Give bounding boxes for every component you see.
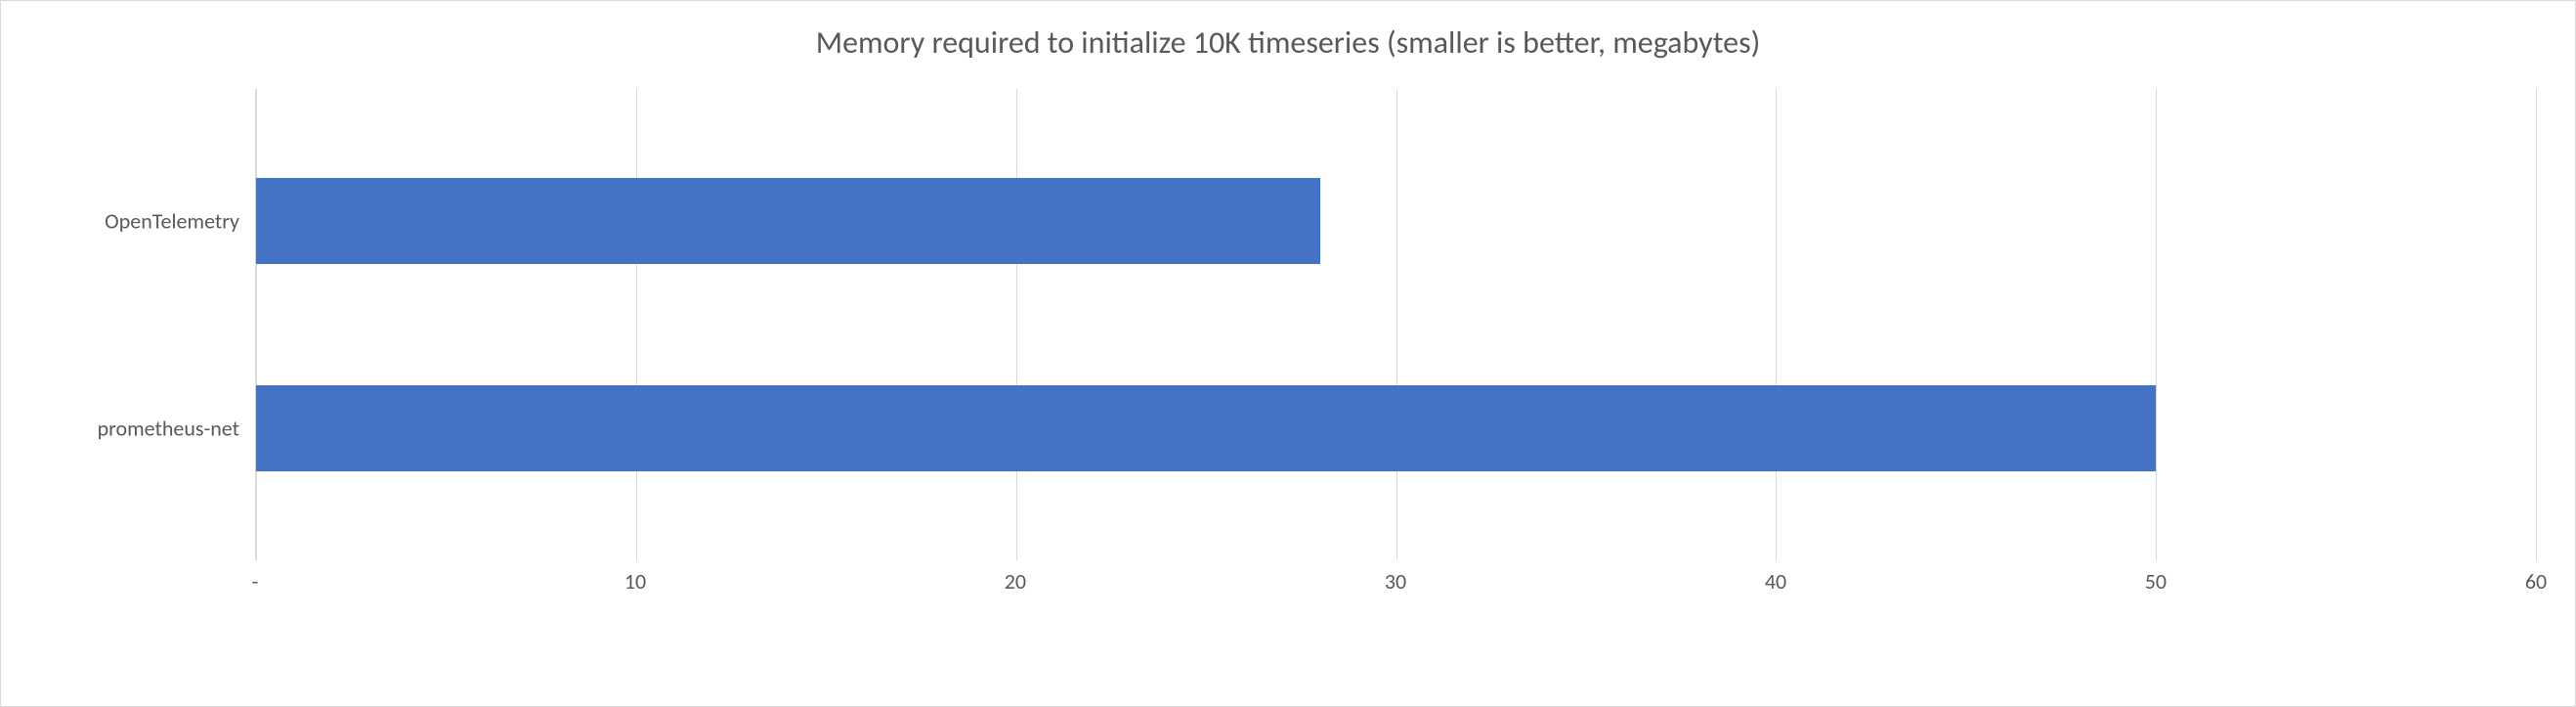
- plot-area: [255, 89, 2536, 560]
- grid-line-4: [1776, 89, 1777, 560]
- x-tick-1: 10: [624, 568, 646, 595]
- x-tick-6: 60: [2525, 568, 2547, 595]
- chart-body: OpenTelemetry prometheus-net - 10 20 30: [40, 89, 2536, 617]
- y-label-1: prometheus-net: [98, 416, 239, 442]
- grid-line-3: [1396, 89, 1397, 560]
- plot-wrap: - 10 20 30 40 50 60: [255, 89, 2536, 617]
- chart-title: Memory required to initialize 10K timese…: [40, 24, 2536, 62]
- x-tick-3: 30: [1385, 568, 1406, 595]
- grid-line-1: [636, 89, 637, 560]
- bar-0: [256, 178, 1320, 264]
- bar-1: [256, 385, 2156, 471]
- x-tick-5: 50: [2145, 568, 2167, 595]
- x-tick-2: 20: [1005, 568, 1026, 595]
- y-label-0: OpenTelemetry: [105, 208, 239, 235]
- chart-frame: Memory required to initialize 10K timese…: [0, 0, 2576, 707]
- x-tick-0: -: [252, 568, 259, 595]
- grid-line-6: [2536, 89, 2537, 560]
- grid-line-2: [1016, 89, 1017, 560]
- grid-line-0: [256, 89, 257, 560]
- y-axis-labels: OpenTelemetry prometheus-net: [40, 89, 255, 617]
- x-tick-4: 40: [1765, 568, 1786, 595]
- x-axis: - 10 20 30 40 50 60: [255, 568, 2536, 617]
- grid-line-5: [2156, 89, 2157, 560]
